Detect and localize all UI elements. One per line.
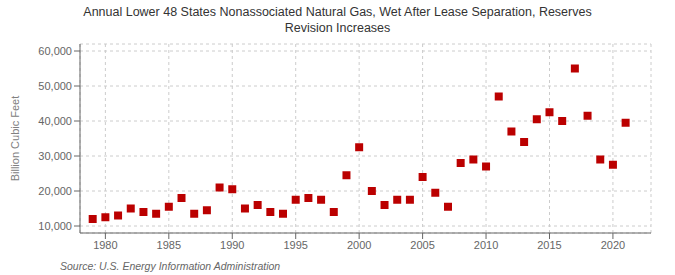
html-text:Annual Lower 48 States Nonasso: Annual Lower 48 States Nonassociated Nat… xyxy=(83,5,592,19)
svg-text:2010: 2010 xyxy=(474,239,498,251)
svg-text:1995: 1995 xyxy=(283,239,307,251)
svg-text:30,000: 30,000 xyxy=(38,150,72,162)
svg-text:2005: 2005 xyxy=(410,239,434,251)
svg-text:1980: 1980 xyxy=(93,239,117,251)
html-text:Source: U.S. Energy Informatio: Source: U.S. Energy Information Administ… xyxy=(60,260,281,272)
svg-text:10,000: 10,000 xyxy=(38,220,72,232)
svg-text:1990: 1990 xyxy=(220,239,244,251)
svg-text:2020: 2020 xyxy=(601,239,625,251)
html-text:Revision Increases: Revision Increases xyxy=(284,21,391,35)
svg-text:60,000: 60,000 xyxy=(38,45,72,57)
svg-text:40,000: 40,000 xyxy=(38,115,72,127)
svg-text:20,000: 20,000 xyxy=(38,185,72,197)
svg-text:50,000: 50,000 xyxy=(38,80,72,92)
svg-text:1985: 1985 xyxy=(157,239,181,251)
svg-text:2000: 2000 xyxy=(347,239,371,251)
svg-text:2015: 2015 xyxy=(537,239,561,251)
svg-text:Billion Cubic Feet: Billion Cubic Feet xyxy=(9,96,21,182)
